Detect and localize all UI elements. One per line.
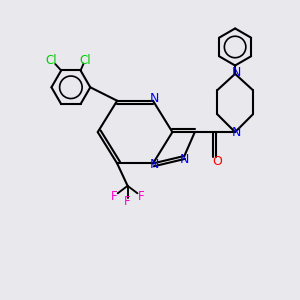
Text: Cl: Cl: [45, 54, 56, 68]
Text: N: N: [231, 126, 241, 139]
Text: Cl: Cl: [79, 53, 91, 67]
Text: N: N: [150, 92, 159, 105]
Text: O: O: [212, 154, 222, 167]
Text: N: N: [180, 153, 189, 166]
Text: N: N: [231, 66, 241, 79]
Text: F: F: [138, 190, 144, 203]
Text: F: F: [111, 190, 118, 203]
Text: F: F: [124, 195, 131, 208]
Text: N: N: [150, 158, 159, 171]
